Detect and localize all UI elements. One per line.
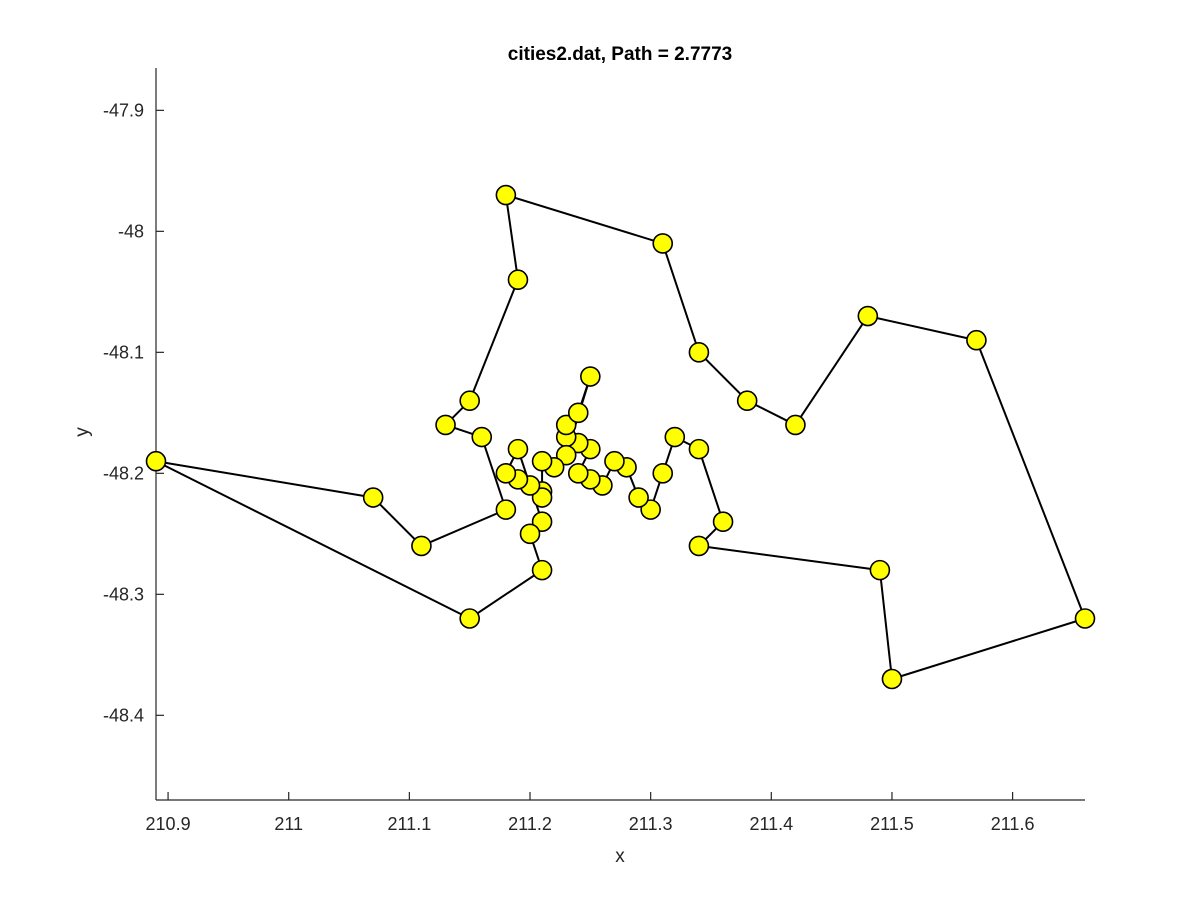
city-marker xyxy=(555,414,577,436)
city-marker xyxy=(628,487,649,508)
city-marker xyxy=(507,438,529,460)
y-tick-label: -48.1 xyxy=(103,342,144,362)
city-marker xyxy=(736,390,758,412)
city-marker xyxy=(966,329,987,351)
city-marker xyxy=(664,426,686,448)
path-segment xyxy=(480,436,507,510)
city-marker xyxy=(531,450,553,472)
path-segment xyxy=(661,243,700,353)
city-marker xyxy=(567,463,589,484)
y-tick-label: -48.4 xyxy=(103,705,144,725)
path-segment xyxy=(975,339,1086,619)
path-segment xyxy=(155,460,374,499)
x-tick-label: 211 xyxy=(274,814,303,834)
city-marker xyxy=(1074,608,1096,629)
city-marker xyxy=(495,499,517,520)
city-marker xyxy=(495,184,517,206)
path-segment xyxy=(155,460,471,620)
city-marker xyxy=(785,414,806,436)
city-marker xyxy=(580,366,601,387)
city-marker xyxy=(640,499,661,520)
city-marker xyxy=(531,511,553,533)
city-marker xyxy=(652,463,674,484)
path-segment xyxy=(505,194,664,245)
y-tick-label: -48.3 xyxy=(103,584,144,604)
path-segment xyxy=(697,448,725,523)
city-marker xyxy=(531,487,553,508)
path-segment xyxy=(421,508,507,547)
city-marker xyxy=(604,450,625,472)
x-tick-label: 211.4 xyxy=(749,814,793,834)
city-marker xyxy=(459,608,480,629)
city-marker xyxy=(712,511,734,533)
city-marker xyxy=(555,444,577,466)
path-segment xyxy=(468,279,519,402)
city-marker xyxy=(459,390,480,412)
city-marker xyxy=(435,414,456,436)
city-marker xyxy=(688,438,710,460)
x-tick-label: 211.2 xyxy=(508,814,552,834)
path-segment xyxy=(878,570,893,680)
path-segment xyxy=(469,569,543,620)
city-marker xyxy=(869,559,891,581)
city-marker xyxy=(857,305,879,327)
x-tick-label: 211.3 xyxy=(629,814,673,834)
city-marker xyxy=(881,668,903,690)
y-axis-ticks: -47.9 -48 -48.1 -48.2 -48.3 -48.4 xyxy=(103,100,164,725)
path-segment xyxy=(698,544,881,572)
path-segment xyxy=(504,194,519,280)
city-marker xyxy=(688,342,710,363)
chart-title: cities2.dat, Path = 2.7773 xyxy=(508,44,732,65)
x-tick-label: 211.5 xyxy=(870,814,914,834)
x-axis-ticks: 210.9 211 211.1 211.2 211.3 211.4 211.5 211.6 xyxy=(146,792,1035,834)
path-segment xyxy=(891,617,1086,680)
city-marker xyxy=(688,535,710,557)
y-tick-label: -47.9 xyxy=(103,100,144,120)
city-marker xyxy=(531,559,553,581)
y-tick-label: -48 xyxy=(118,221,144,241)
path-segment xyxy=(372,496,423,547)
city-marker xyxy=(652,233,674,254)
x-axis-label: x xyxy=(615,846,625,867)
city-marker xyxy=(145,450,167,472)
axes: 210.9 211 211.1 211.2 211.3 211.4 211.5 211.6 -… xyxy=(103,68,1085,834)
path-segment xyxy=(794,315,869,426)
path-segment xyxy=(867,315,977,342)
city-marker xyxy=(507,269,529,291)
x-tick-label: 211.1 xyxy=(388,814,432,834)
city-markers xyxy=(145,184,1096,690)
x-tick-label: 210.9 xyxy=(146,814,191,834)
city-marker xyxy=(362,487,384,508)
city-marker xyxy=(471,426,493,448)
y-tick-label: -48.2 xyxy=(103,463,144,483)
city-marker xyxy=(519,523,541,545)
x-tick-label: 211.6 xyxy=(991,814,1035,834)
y-axis-label: y xyxy=(72,427,93,437)
city-marker xyxy=(411,535,432,557)
city-marker xyxy=(567,402,589,424)
path-segment xyxy=(698,351,748,402)
city-marker xyxy=(495,463,517,484)
